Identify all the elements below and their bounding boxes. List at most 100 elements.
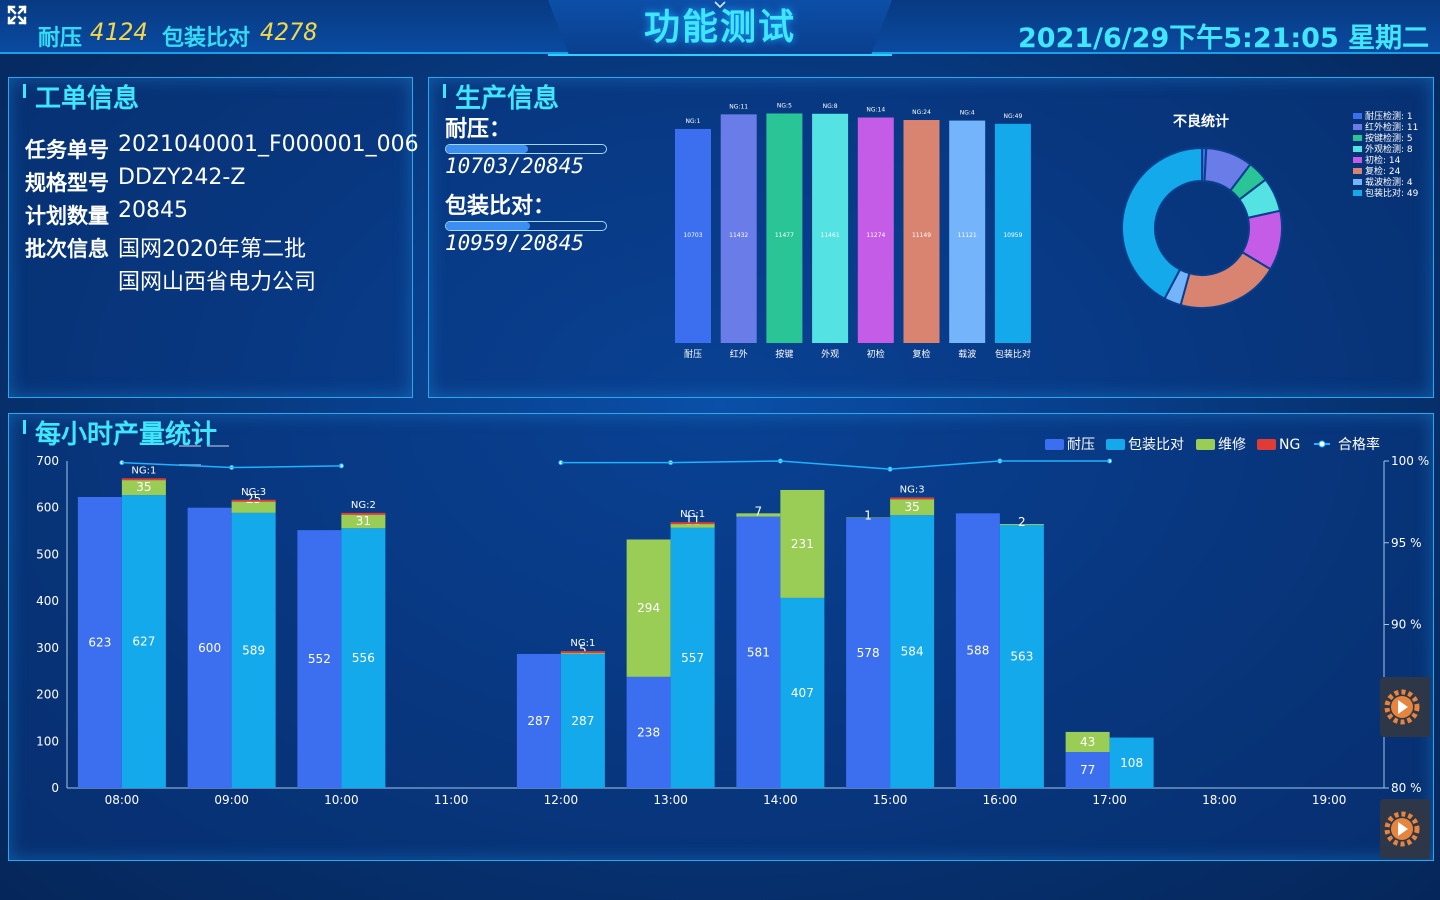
production-title: 生产信息 bbox=[443, 78, 559, 115]
info-value-plan: 20845 bbox=[118, 198, 188, 223]
x-tick-label: 17:00 bbox=[1092, 793, 1127, 807]
work-order-title-text: 工单信息 bbox=[35, 84, 140, 114]
production-bar-ng-label: NG:14 bbox=[866, 107, 885, 114]
hourly-bar-value: 584 bbox=[901, 645, 924, 659]
hourly-bar-value: 108 bbox=[1120, 756, 1143, 770]
naiya-progress-text: 10703/20845 bbox=[445, 154, 585, 178]
pie-slice bbox=[1179, 250, 1272, 309]
info-label-batch: 批次信息 bbox=[25, 237, 109, 261]
pie-legend-label: 复检: 24 bbox=[1365, 165, 1401, 177]
naiya-progress-label: 耐压： bbox=[445, 117, 512, 142]
legend-label: 包装比对 bbox=[1128, 437, 1184, 453]
hourly-bar bbox=[1065, 752, 1110, 788]
production-bar-category-label: 外观 bbox=[821, 348, 839, 360]
expand-icon[interactable] bbox=[6, 4, 28, 26]
pie-legend-label: 初检: 14 bbox=[1365, 154, 1401, 166]
production-bar bbox=[812, 113, 849, 343]
y-tick-label: 400 bbox=[36, 594, 59, 608]
production-bar bbox=[857, 117, 894, 343]
production-bar-value-label: 11477 bbox=[775, 232, 794, 239]
pie-slice bbox=[1121, 146, 1203, 301]
hourly-repair-value: 31 bbox=[356, 514, 371, 528]
hourly-bar-value: 588 bbox=[966, 644, 989, 658]
baozhuang-stat-label: 包装比对 bbox=[162, 26, 251, 51]
x-tick-label: 16:00 bbox=[983, 793, 1018, 807]
production-bar-value-label: 11461 bbox=[821, 232, 840, 239]
production-bar-category-label: 载波 bbox=[958, 348, 976, 360]
work-order-title: 工单信息 bbox=[23, 78, 140, 115]
production-bar-ng-label: NG:49 bbox=[1004, 113, 1023, 120]
production-bar-category-label: 红外 bbox=[730, 348, 748, 360]
datetime: 2021/6/29下午5:21:05 星期二 bbox=[1018, 23, 1430, 54]
hourly-repair-bar bbox=[999, 524, 1044, 525]
chevron-down-icon[interactable] bbox=[712, 0, 728, 10]
x-tick-label: 13:00 bbox=[653, 793, 688, 807]
production-bar-chart: NG:1 10703 耐压 NG:11 11432 红外 NG:5 11477 按键 NG:8 11… bbox=[675, 102, 1031, 360]
hourly-ng-label: NG:3 bbox=[900, 484, 925, 495]
info-label-model: 规格型号 bbox=[25, 171, 109, 195]
production-bar-value-label: 10959 bbox=[1003, 232, 1022, 239]
x-tick-label: 14:00 bbox=[763, 793, 798, 807]
hourly-repair-bar bbox=[341, 513, 386, 529]
legend-swatch bbox=[1257, 439, 1276, 450]
hourly-title: 每小时产量统计 bbox=[23, 414, 218, 451]
production-bar bbox=[949, 120, 986, 343]
play-gear-icon bbox=[1384, 689, 1420, 725]
hourly-title-text: 每小时产量统计 bbox=[35, 420, 218, 450]
side-button-bottom[interactable] bbox=[1380, 799, 1430, 859]
title-tab bbox=[548, 0, 892, 54]
hourly-repair-value: 1 bbox=[864, 509, 872, 523]
hourly-bar bbox=[780, 597, 825, 788]
pie-legend-swatch bbox=[1353, 124, 1362, 130]
naiya-progress-fill bbox=[446, 145, 529, 153]
hourly-bar-value: 600 bbox=[198, 641, 221, 655]
info-value-task: 2021040001_F000001_006 bbox=[118, 132, 419, 157]
production-bar-value-label: 11121 bbox=[958, 232, 977, 239]
hourly-bar-value: 578 bbox=[857, 646, 880, 660]
hourly-ng-label: NG:1 bbox=[680, 509, 705, 520]
production-bar-ng-label: NG:24 bbox=[912, 109, 931, 116]
info-value-batch: 国网2020年第二批 bbox=[118, 237, 306, 262]
x-tick-label: 15:00 bbox=[873, 793, 908, 807]
title-accent bbox=[443, 84, 446, 98]
production-bar bbox=[994, 123, 1031, 343]
side-button-top[interactable] bbox=[1380, 677, 1430, 737]
info-label-plan: 计划数量 bbox=[25, 204, 109, 228]
hourly-repair-bar bbox=[890, 498, 935, 516]
pie-legend-swatch bbox=[1353, 157, 1362, 163]
page-title: 功能测试 bbox=[643, 7, 796, 48]
hourly-ng-bar bbox=[560, 651, 605, 654]
hourly-bar-value: 563 bbox=[1010, 649, 1033, 663]
legend-label: 耐压 bbox=[1067, 437, 1095, 453]
hourly-ng-label: NG:1 bbox=[570, 638, 595, 649]
hourly-bar bbox=[846, 517, 891, 788]
baozhuang-progress-text: 10959/20845 bbox=[445, 231, 585, 255]
production-bar-category-label: 耐压 bbox=[684, 348, 702, 360]
hourly-repair-value: 5 bbox=[579, 643, 587, 657]
hourly-bar bbox=[890, 515, 935, 788]
hourly-bar-value: 287 bbox=[571, 714, 594, 728]
header bbox=[0, 0, 1440, 56]
naiya-stat-value: 4124 bbox=[90, 18, 148, 46]
pie-legend-swatch bbox=[1353, 135, 1362, 141]
hourly-chart: 耐压 包装比对 维修 NG 合格率 0 100 200 300 400 500 600 700 80 % 9… bbox=[36, 436, 1429, 807]
pie-legend-swatch bbox=[1353, 146, 1362, 152]
y-tick-label: 500 bbox=[36, 547, 59, 561]
hourly-repair-bar bbox=[670, 522, 715, 528]
title-accent bbox=[23, 84, 26, 98]
hourly-bar-value: 581 bbox=[747, 645, 770, 659]
legend-label: 合格率 bbox=[1338, 436, 1380, 453]
baozhuang-progress-label: 包装比对： bbox=[445, 194, 556, 219]
x-tick-label: 18:00 bbox=[1202, 793, 1237, 807]
hourly-repair-bar bbox=[780, 489, 825, 598]
hourly-bar-value: 238 bbox=[637, 725, 660, 739]
defect-pie-chart: 不良统计 bbox=[1121, 113, 1283, 309]
y2-tick-label: 80 % bbox=[1391, 781, 1422, 795]
pie-legend-swatch bbox=[1353, 168, 1362, 174]
legend-swatch bbox=[1045, 439, 1064, 450]
pie-legend-label: 按键检测: 5 bbox=[1365, 132, 1413, 144]
y2-tick-label: 90 % bbox=[1391, 618, 1422, 632]
hourly-bar bbox=[670, 527, 715, 788]
hourly-repair-bar bbox=[736, 513, 781, 517]
hourly-repair-value: 35 bbox=[136, 480, 151, 494]
